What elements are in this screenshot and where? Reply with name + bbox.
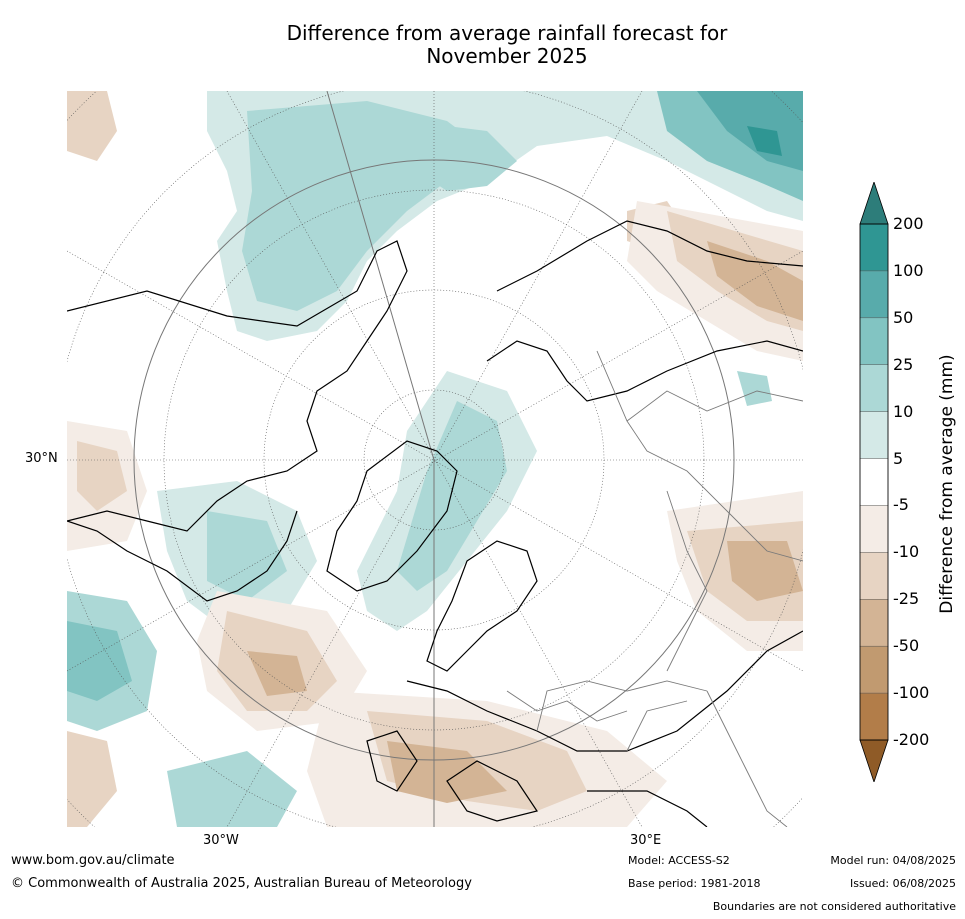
boundaries-disclaimer: Boundaries are not considered authoritat… (712, 900, 956, 913)
colorbar-band (859, 458, 889, 507)
country-borders (506, 350, 803, 827)
rainfall-anomaly-map (67, 91, 803, 827)
colorbar-band (859, 364, 889, 413)
colorbar-tick-label: 10 (893, 401, 914, 421)
colorbar-tick-label: -100 (893, 683, 930, 703)
colorbar-tick-label: 200 (893, 214, 924, 233)
colorbar-band (859, 692, 889, 741)
colorbar-tick-label: 100 (893, 260, 924, 280)
colorbar-band (859, 411, 889, 460)
colorbar-tick-label: -200 (893, 730, 930, 749)
map-canvas (67, 91, 803, 827)
colorbar-band (859, 223, 889, 272)
meridian-line (326, 91, 435, 461)
title-line-2: November 2025 (426, 44, 588, 68)
colorbar-tick-label: -5 (893, 495, 909, 515)
model-run-date: Model run: 04/08/2025 (830, 854, 956, 867)
colorbar-band (859, 599, 889, 647)
title-line-1: Difference from average rainfall forecas… (286, 21, 728, 45)
colorbar-band (859, 552, 889, 601)
colorbar-bottom-extend (859, 739, 889, 782)
colorbar-tick-label: 5 (893, 448, 904, 468)
colorbar-tick-label: 50 (893, 307, 914, 327)
colorbar-title: Difference from average (mm) (937, 354, 957, 614)
colorbar-tick-label: -25 (893, 589, 920, 609)
colorbar-band (859, 317, 889, 366)
coastlines (67, 220, 803, 827)
colorbar-band (859, 270, 889, 319)
colorbar-frame (859, 223, 889, 741)
base-period: Base period: 1981-2018 (628, 877, 761, 890)
model-name: Model: ACCESS-S2 (628, 854, 730, 867)
lon-tick-label-right: 30°E (630, 833, 662, 848)
lon-tick-label-left: 30°W (203, 833, 239, 848)
colorbar (859, 182, 889, 782)
colorbar-tick-label: 25 (893, 354, 914, 374)
website-link[interactable]: www.bom.gov.au/climate (11, 853, 175, 868)
map-title: Difference from average rainfall forecas… (0, 22, 965, 68)
colorbar-tick-label: -10 (893, 542, 920, 562)
colorbar-top-extend (859, 182, 889, 225)
copyright-text: © Commonwealth of Australia 2025, Austra… (11, 876, 472, 891)
lat-tick-label: 30°N (25, 451, 58, 466)
colorbar-band (859, 645, 889, 694)
colorbar-band (859, 505, 889, 554)
issued-date: Issued: 06/08/2025 (849, 877, 956, 890)
colorbar-tick-label: -50 (893, 636, 920, 656)
